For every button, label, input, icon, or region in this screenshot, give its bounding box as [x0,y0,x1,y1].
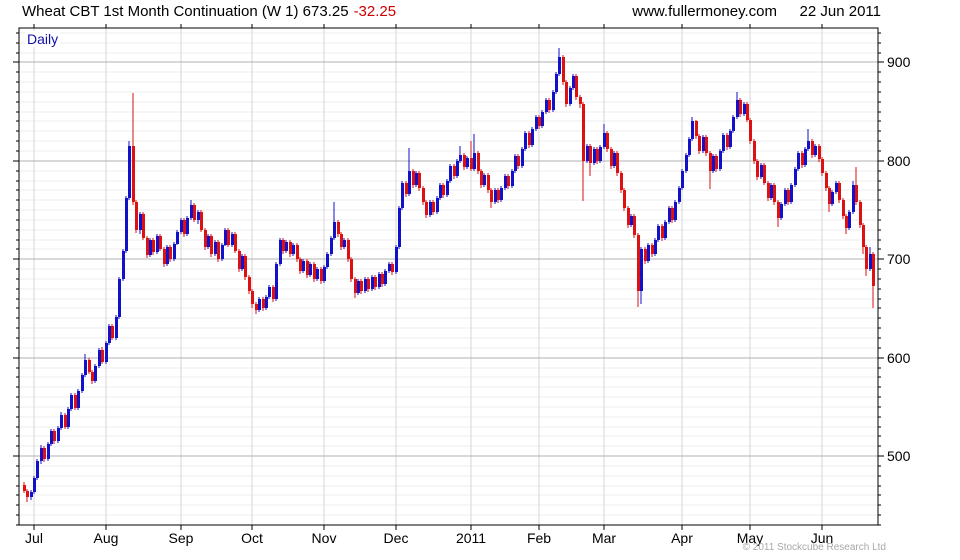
website-label: www.fullermoney.com [632,3,777,20]
svg-text:600: 600 [887,350,911,366]
svg-text:800: 800 [887,153,911,169]
svg-text:Mar: Mar [592,530,616,546]
chart-title: Wheat CBT 1st Month Continuation (W 1) 6… [22,3,396,20]
price-change: -32.25 [353,3,397,20]
svg-text:700: 700 [887,251,911,267]
svg-text:Apr: Apr [671,530,693,546]
grid-month-lines [33,28,823,525]
svg-text:2011: 2011 [456,530,486,546]
svg-text:Aug: Aug [94,530,119,546]
svg-text:May: May [737,530,763,546]
x-axis-labels: Jul Aug Sep Oct Nov Dec 2011 Feb Mar Apr May Jun [25,530,833,546]
date-label: 22 Jun 2011 [799,3,881,20]
svg-text:Oct: Oct [241,530,263,546]
svg-text:Sep: Sep [169,530,194,546]
svg-text:Dec: Dec [384,530,409,546]
svg-text:900: 900 [887,54,911,70]
svg-text:Jun: Jun [811,530,834,546]
grid-minor [19,32,878,526]
axis-frame [13,24,884,530]
instrument-title: Wheat CBT 1st Month Continuation (W 1) 6… [22,3,349,20]
copyright-label: © 2011 Stockcube Research Ltd [742,542,886,553]
y-axis-labels: 500 600 700 800 900 [887,54,911,464]
svg-text:Feb: Feb [527,530,551,546]
timeframe-label: Daily [25,31,61,47]
grid-major [19,61,878,457]
svg-text:Jul: Jul [25,530,43,546]
candles [23,48,875,502]
svg-text:Nov: Nov [312,530,337,546]
svg-text:500: 500 [887,448,911,464]
